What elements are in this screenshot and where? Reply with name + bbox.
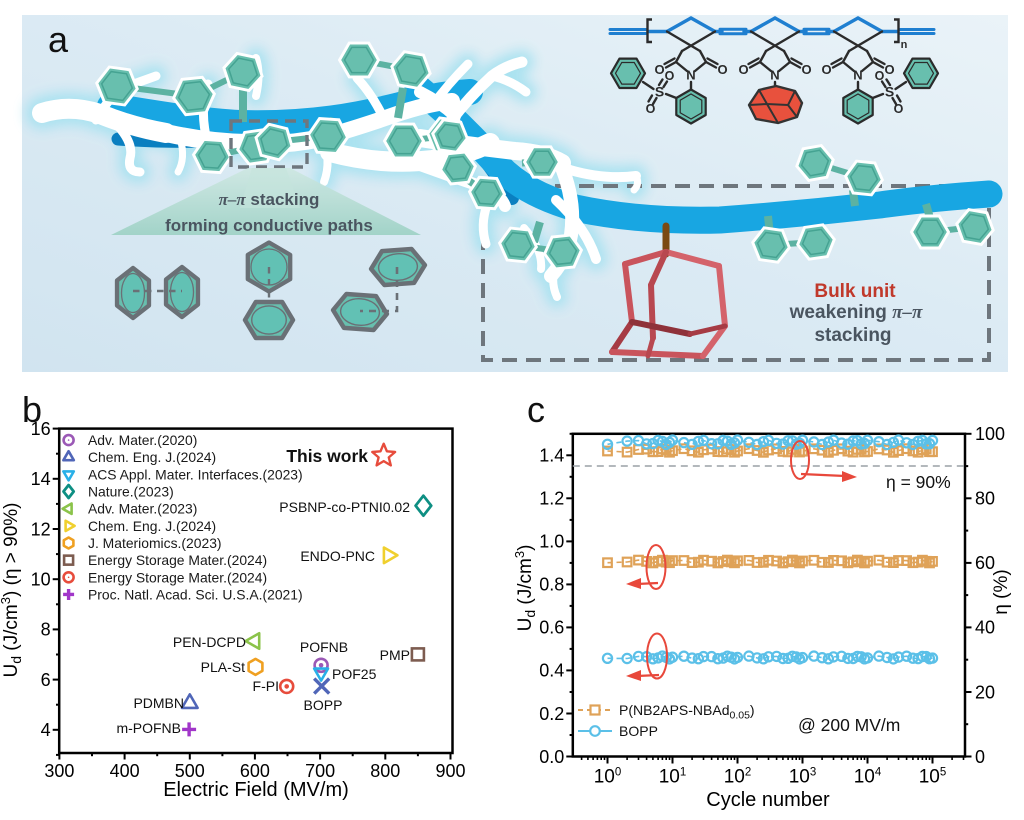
svg-text:500: 500 bbox=[175, 761, 205, 781]
svg-text:300: 300 bbox=[44, 761, 74, 781]
svg-text:6: 6 bbox=[41, 670, 51, 690]
svg-text:Chem. Eng. J.(2024): Chem. Eng. J.(2024) bbox=[88, 449, 216, 465]
svg-text:POF25: POF25 bbox=[332, 666, 377, 682]
svg-text:8: 8 bbox=[41, 620, 51, 640]
svg-text:1.4: 1.4 bbox=[539, 446, 564, 466]
svg-text:16: 16 bbox=[31, 419, 51, 439]
svg-text:14: 14 bbox=[31, 469, 51, 489]
svg-text:m-POFNB: m-POFNB bbox=[116, 720, 181, 736]
svg-text:Adv. Mater.(2023): Adv. Mater.(2023) bbox=[88, 501, 197, 517]
svg-text:N: N bbox=[853, 68, 862, 83]
svg-text:1.0: 1.0 bbox=[539, 532, 564, 552]
svg-text:O: O bbox=[875, 69, 885, 83]
svg-text:η (%): η (%) bbox=[991, 569, 1012, 614]
svg-text:100: 100 bbox=[594, 767, 622, 788]
svg-text:Electric Field (MV/m): Electric Field (MV/m) bbox=[163, 779, 349, 801]
svg-text:80: 80 bbox=[975, 489, 995, 509]
svg-text:0.0: 0.0 bbox=[539, 747, 564, 767]
svg-text:Adv. Mater.(2020): Adv. Mater.(2020) bbox=[88, 432, 197, 448]
svg-text:Bulk unit: Bulk unit bbox=[814, 281, 896, 302]
svg-text:104: 104 bbox=[854, 767, 882, 788]
svg-text:100: 100 bbox=[975, 424, 1005, 444]
svg-text:PMP: PMP bbox=[380, 647, 410, 663]
svg-text:N: N bbox=[686, 68, 695, 83]
svg-text:Ud (J/cm3) (η > 90%): Ud (J/cm3) (η > 90%) bbox=[0, 503, 24, 678]
svg-text:PEN-DCPD: PEN-DCPD bbox=[173, 634, 246, 650]
svg-text:η = 90%: η = 90% bbox=[886, 472, 951, 492]
svg-text:O: O bbox=[821, 62, 831, 77]
svg-text:n: n bbox=[901, 39, 908, 51]
svg-text:F-PI: F-PI bbox=[253, 678, 279, 694]
svg-text:@ 200 MV/m: @ 200 MV/m bbox=[798, 715, 900, 735]
svg-text:PLA-St: PLA-St bbox=[201, 659, 245, 675]
svg-text:0.6: 0.6 bbox=[539, 618, 564, 638]
svg-text:PDMBN: PDMBN bbox=[133, 695, 184, 711]
svg-text:O: O bbox=[654, 62, 664, 77]
svg-text:400: 400 bbox=[110, 761, 140, 781]
svg-text:O: O bbox=[894, 102, 904, 116]
svg-text:ENDO-PNC: ENDO-PNC bbox=[300, 548, 375, 564]
svg-text:Ud (J/cm3): Ud (J/cm3) bbox=[512, 545, 538, 632]
svg-text:103: 103 bbox=[789, 767, 817, 788]
svg-text:900: 900 bbox=[435, 761, 465, 781]
svg-text:800: 800 bbox=[370, 761, 400, 781]
svg-text:700: 700 bbox=[305, 761, 335, 781]
svg-text:POFNB: POFNB bbox=[300, 639, 348, 655]
svg-text:S: S bbox=[655, 84, 664, 100]
svg-text:PSBNP-co-PTNI0.02: PSBNP-co-PTNI0.02 bbox=[279, 499, 410, 515]
svg-text:stacking: stacking bbox=[814, 325, 891, 346]
svg-text:P(NB2APS-NBAd0.05): P(NB2APS-NBAd0.05) bbox=[619, 702, 755, 722]
svg-text:weakening π–π: weakening π–π bbox=[789, 302, 923, 323]
svg-text:b: b bbox=[22, 389, 42, 430]
svg-text:π–π stacking: π–π stacking bbox=[219, 190, 320, 209]
svg-text:ACS Appl. Mater. Interfaces.(2: ACS Appl. Mater. Interfaces.(2023) bbox=[88, 466, 303, 482]
svg-text:O: O bbox=[717, 62, 727, 77]
svg-text:Nature.(2023): Nature.(2023) bbox=[88, 484, 174, 500]
svg-text:BOPP: BOPP bbox=[304, 697, 343, 713]
svg-text:105: 105 bbox=[919, 767, 947, 788]
svg-text:0.8: 0.8 bbox=[539, 575, 564, 595]
svg-text:Energy Storage Mater.(2024): Energy Storage Mater.(2024) bbox=[88, 569, 267, 585]
svg-text:BOPP: BOPP bbox=[619, 723, 658, 739]
svg-text:101: 101 bbox=[659, 767, 687, 788]
svg-text:N: N bbox=[770, 68, 779, 83]
svg-text:S: S bbox=[885, 84, 894, 100]
svg-text:This work: This work bbox=[286, 446, 368, 466]
svg-text:O: O bbox=[646, 102, 656, 116]
svg-text:O: O bbox=[884, 62, 894, 77]
svg-text:0.2: 0.2 bbox=[539, 704, 564, 724]
svg-text:1.2: 1.2 bbox=[539, 489, 564, 509]
svg-text:0.4: 0.4 bbox=[539, 661, 564, 681]
svg-text:O: O bbox=[738, 62, 748, 77]
svg-text:O: O bbox=[801, 62, 811, 77]
svg-text:a: a bbox=[48, 19, 69, 60]
svg-text:O: O bbox=[665, 69, 675, 83]
svg-text:Proc. Natl. Acad. Sci. U.S.A.(: Proc. Natl. Acad. Sci. U.S.A.(2021) bbox=[88, 587, 303, 603]
svg-text:20: 20 bbox=[975, 682, 995, 702]
svg-text:J. Materiomics.(2023): J. Materiomics.(2023) bbox=[88, 535, 222, 551]
svg-text:Chem. Eng. J.(2024): Chem. Eng. J.(2024) bbox=[88, 518, 216, 534]
svg-text:102: 102 bbox=[724, 767, 752, 788]
svg-text:60: 60 bbox=[975, 553, 995, 573]
svg-text:600: 600 bbox=[240, 761, 270, 781]
svg-text:c: c bbox=[527, 389, 545, 430]
svg-text:0: 0 bbox=[975, 747, 985, 767]
svg-text:40: 40 bbox=[975, 618, 995, 638]
svg-text:10: 10 bbox=[31, 570, 51, 590]
svg-text:Cycle number: Cycle number bbox=[706, 789, 830, 811]
svg-text:forming conductive paths: forming conductive paths bbox=[165, 216, 373, 235]
svg-text:4: 4 bbox=[41, 720, 51, 740]
svg-text:Energy Storage Mater.(2024): Energy Storage Mater.(2024) bbox=[88, 552, 267, 568]
svg-text:12: 12 bbox=[31, 519, 51, 539]
